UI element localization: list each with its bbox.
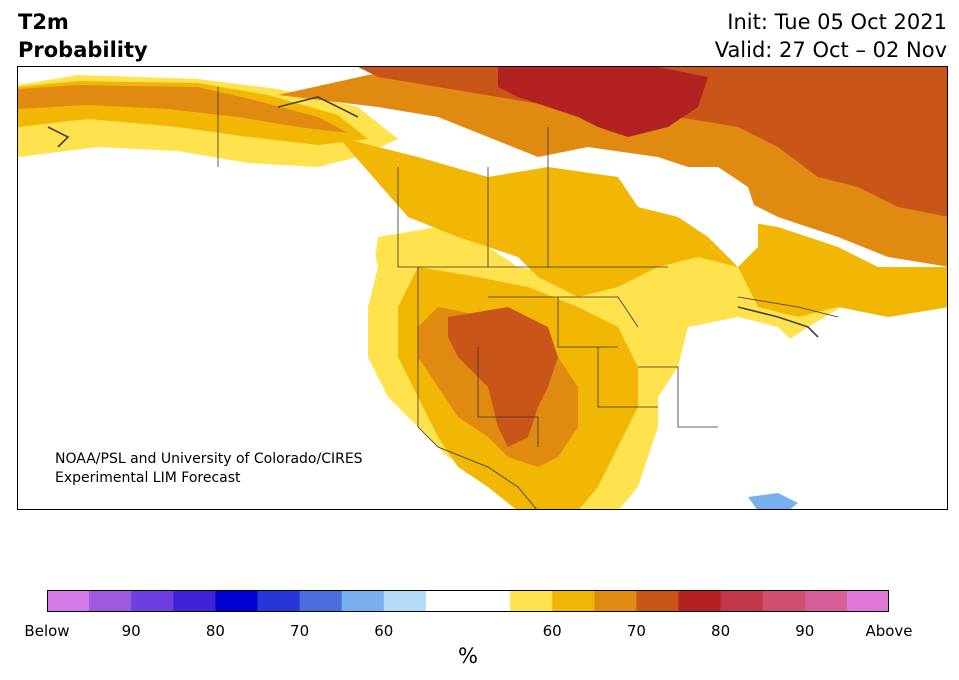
colorbar-tick-label: 90 [795,622,815,640]
colorbar-tick-label: 70 [290,622,310,640]
probability-map [17,66,948,510]
lakes-rivers [47,96,819,338]
colorbar-tick-label: 60 [374,622,394,640]
no-signal-southeast-us [668,317,798,497]
region-90-above [498,67,708,137]
colorbar-tick-label: 60 [542,622,562,640]
colorbar-bin [804,590,848,612]
north-america-map [18,67,947,509]
colorbar-bin [762,590,806,612]
colorbar-bin [720,590,764,612]
colorbar-bin [846,590,889,612]
map-title: T2m Probability [18,8,148,64]
title-metric: Probability [18,38,148,62]
region-80-90 [358,67,947,447]
valid-period: Valid: 27 Oct – 02 Nov [714,38,947,62]
boundaries [217,87,839,509]
colorbar-bin [47,590,90,612]
colorbar-tick-label: Below [24,622,70,640]
colorbar-tick-label: Above [865,622,913,640]
colorbar-bin [215,590,258,612]
colorbar-tick-label: 90 [121,622,141,640]
colorbar-bin [468,590,511,612]
credit-line-1: NOAA/PSL and University of Colorado/CIRE… [55,451,363,467]
init-date: Init: Tue 05 Oct 2021 [727,10,947,34]
colorbar-tick-label: 80 [205,622,225,640]
colorbar-bin [173,590,216,612]
region-below-60-70 [748,493,798,509]
credit-text: NOAA/PSL and University of Colorado/CIRE… [55,450,363,488]
colorbar-bin [89,590,132,612]
colorbar-bin [383,590,427,612]
colorbar-border [47,590,889,612]
colorbar-bins [47,590,889,612]
colorbar-bin [678,590,722,612]
title-variable: T2m [18,10,69,34]
forecast-dates: Init: Tue 05 Oct 2021 Valid: 27 Oct – 02… [715,8,947,64]
no-signal-west-coast-ocean [18,167,437,509]
colorbar-bin [552,590,595,612]
colorbar-bin [594,590,637,612]
colorbar-bin [636,590,679,612]
no-signal-hudson-bay [618,167,758,267]
colorbar-tick-label: 80 [711,622,731,640]
colorbar-tick-label: 70 [626,622,646,640]
colorbar-bin [257,590,301,612]
colorbar-bin [425,590,469,612]
colorbar-bin [299,590,343,612]
colorbar-unit: % [458,644,478,668]
colorbar-bin [510,590,553,612]
region-60-70 [18,81,947,509]
colorbar-bin [341,590,385,612]
colorbar [47,590,889,612]
colorbar-bin [131,590,174,612]
credit-line-2: Experimental LIM Forecast [55,470,241,486]
